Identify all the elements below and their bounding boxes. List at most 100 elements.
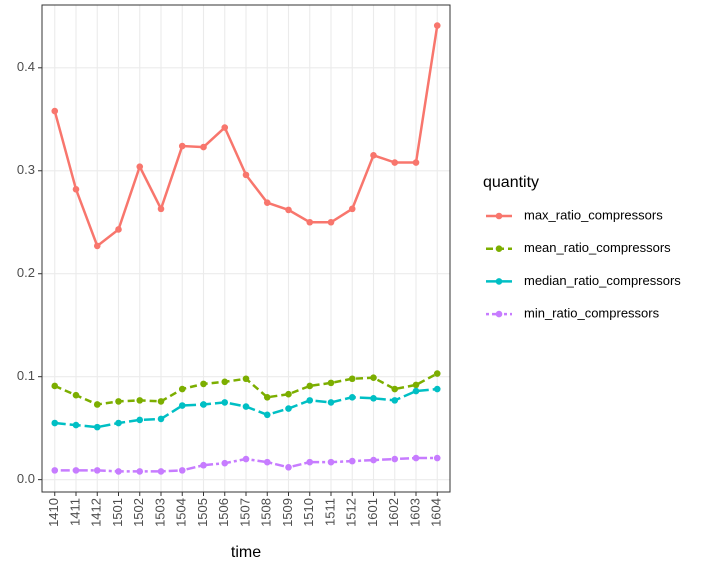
data-point (115, 468, 122, 475)
x-tick-label: 1510 (301, 498, 316, 527)
data-point (157, 468, 165, 475)
y-tick-label: 0.4 (17, 59, 35, 74)
data-point (178, 467, 186, 474)
data-point (306, 382, 314, 390)
legend-key-point (495, 310, 503, 318)
data-point (157, 205, 165, 213)
data-point (51, 107, 59, 115)
data-point (157, 415, 165, 423)
data-point (391, 397, 399, 404)
data-point (242, 403, 250, 410)
data-point (327, 399, 335, 406)
data-point (370, 456, 377, 464)
data-point (157, 398, 165, 405)
data-point (285, 405, 292, 412)
x-tick-label: 1410 (46, 498, 61, 527)
data-point (412, 159, 420, 166)
panel-border (41, 4, 451, 493)
legend: max_ratio_compressors mean_ratio_compress… (486, 207, 681, 321)
data-point (51, 467, 59, 474)
data-point (136, 468, 144, 475)
data-point (51, 382, 59, 390)
data-point (285, 463, 292, 471)
data-point (412, 387, 420, 395)
data-point (263, 458, 271, 466)
x-tick-label: 1503 (152, 498, 167, 527)
y-tick-label: 0.3 (17, 162, 35, 177)
data-point (221, 459, 229, 467)
data-point (221, 399, 229, 406)
data-point (221, 378, 229, 386)
y-tick-label: 0.1 (17, 368, 35, 383)
y-tick-label: 0.0 (17, 471, 35, 486)
data-point (200, 380, 207, 388)
data-point (348, 205, 356, 213)
data-point (433, 370, 441, 377)
data-point (370, 374, 377, 382)
x-tick-label: 1507 (237, 498, 252, 527)
data-point (136, 163, 144, 170)
data-point (348, 375, 356, 383)
data-point (263, 199, 271, 206)
data-point (242, 171, 250, 179)
data-point (200, 143, 207, 151)
x-tick-label: 1603 (407, 498, 422, 527)
data-point (285, 206, 292, 214)
data-point (348, 457, 356, 465)
data-point (285, 390, 292, 398)
legend-label: max_ratio_compressors (524, 207, 663, 222)
x-tick-label: 1501 (110, 498, 125, 527)
legend-label: mean_ratio_compressors (524, 240, 671, 255)
legend-label: median_ratio_compressors (524, 273, 681, 288)
x-tick-label: 1601 (365, 498, 380, 527)
x-tick-label: 1602 (386, 498, 401, 527)
data-point (306, 397, 314, 404)
data-point (348, 393, 356, 401)
data-point (115, 226, 122, 233)
x-tick-label: 1411 (67, 498, 82, 526)
x-axis-title: time (231, 544, 261, 561)
data-point (327, 218, 335, 226)
x-tick-label: 1506 (216, 498, 231, 527)
data-point (115, 398, 122, 405)
legend-key-point (495, 245, 503, 252)
data-point (433, 454, 441, 462)
legend-key-point (495, 278, 503, 285)
data-point (391, 455, 399, 463)
data-point (72, 467, 80, 474)
data-point (72, 185, 80, 193)
data-point (178, 402, 186, 409)
data-point (178, 142, 186, 150)
data-point (93, 242, 101, 250)
data-point (136, 397, 144, 404)
data-point (327, 458, 335, 466)
x-tick-label: 1512 (344, 498, 359, 527)
x-tick-label: 1509 (280, 498, 295, 527)
data-point (433, 385, 441, 393)
legend-label: min_ratio_compressors (524, 306, 660, 321)
data-point (51, 419, 59, 427)
data-point (327, 379, 335, 387)
y-tick-label: 0.2 (17, 265, 35, 280)
data-point (306, 458, 314, 466)
data-point (200, 401, 207, 408)
data-point (221, 124, 229, 131)
data-point (433, 22, 441, 29)
data-point (178, 385, 186, 393)
legend-key-point (495, 212, 503, 220)
data-point (391, 385, 399, 393)
x-tick-label: 1502 (131, 498, 146, 527)
data-point (93, 423, 101, 431)
data-point (391, 159, 399, 166)
data-point (370, 395, 377, 402)
x-tick-label: 1508 (259, 498, 274, 527)
x-tick-label: 1412 (89, 498, 104, 527)
x-tick-label: 1511 (322, 498, 337, 526)
data-point (136, 416, 144, 424)
data-point (93, 467, 101, 474)
data-point (115, 419, 122, 427)
data-point (306, 218, 314, 226)
data-point (263, 411, 271, 419)
data-point (370, 152, 377, 159)
